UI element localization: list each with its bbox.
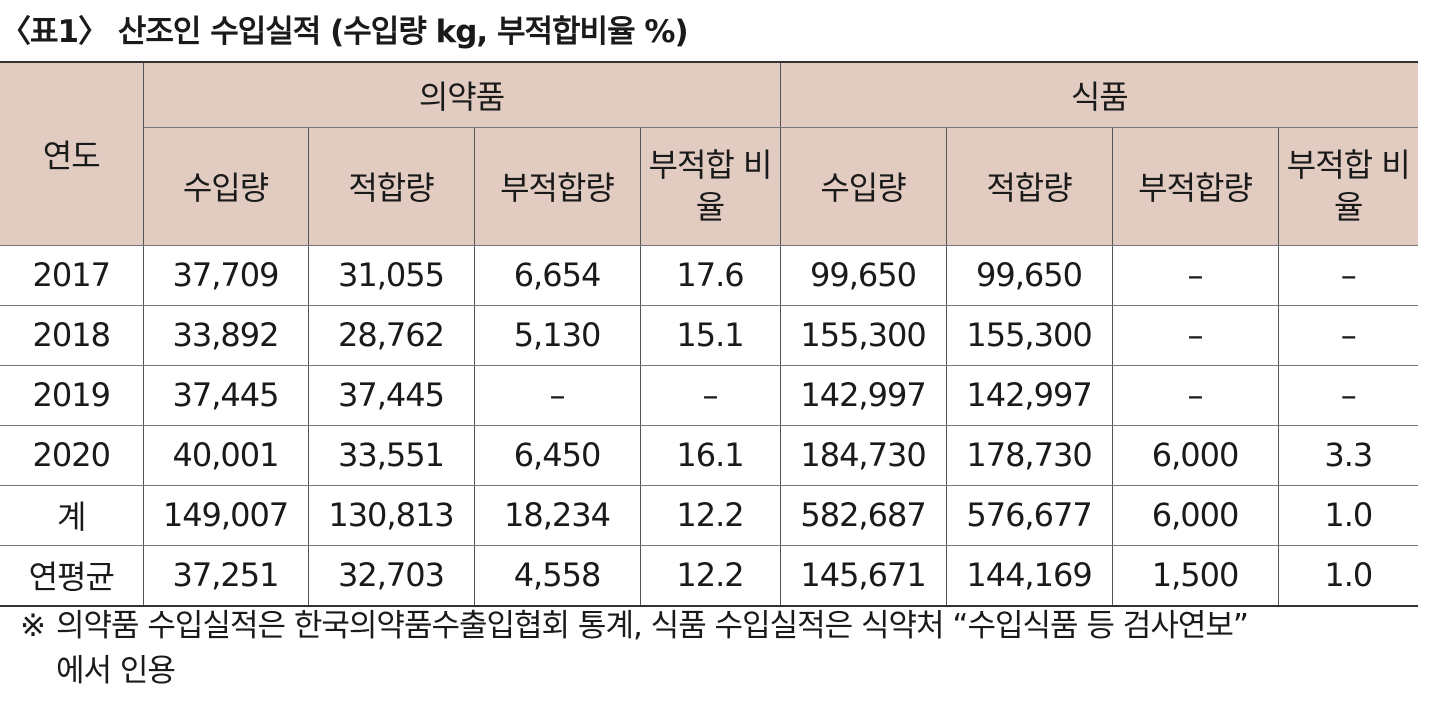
table-cell: 32,703 <box>308 545 475 607</box>
year-cell: 2017 <box>0 245 144 306</box>
header-group-pharma: 의약품 <box>143 61 781 128</box>
year-cell: 2019 <box>0 365 144 426</box>
table-cell: 18,234 <box>474 485 641 546</box>
table-cell: 99,650 <box>780 245 947 306</box>
table-cell: 37,445 <box>308 365 475 426</box>
table-cell: 15.1 <box>640 305 781 366</box>
table-title: 〈표1〉 산조인 수입실적 (수입량 kg, 부적합비율 %) <box>0 14 689 50</box>
table-cell: 12.2 <box>640 545 781 607</box>
header-cell: 수입량 <box>780 127 947 246</box>
table-cell: 5,130 <box>474 305 641 366</box>
table-cell: 33,551 <box>308 425 475 486</box>
table-cell: – <box>1278 305 1419 366</box>
table-cell: 16.1 <box>640 425 781 486</box>
footnote: ※ 의약품 수입실적은 한국의약품수출입협회 통계, 식품 수입실적은 식약처 “… <box>20 604 1420 694</box>
year-cell: 2018 <box>0 305 144 366</box>
table-row-total: 계 149,007 130,813 18,234 12.2 582,687 57… <box>0 485 1419 546</box>
table-cell: 28,762 <box>308 305 475 366</box>
year-cell: 계 <box>0 485 144 546</box>
header-cell: 부적합 비율 <box>640 127 781 246</box>
table-cell: 142,997 <box>946 365 1113 426</box>
table-cell: 3.3 <box>1278 425 1419 486</box>
table-cell: 6,000 <box>1112 485 1279 546</box>
table-cell: 1,500 <box>1112 545 1279 607</box>
table-row: 2018 33,892 28,762 5,130 15.1 155,300 15… <box>0 305 1419 366</box>
table-cell: 6,450 <box>474 425 641 486</box>
header-cell: 수입량 <box>143 127 309 246</box>
table-cell: 582,687 <box>780 485 947 546</box>
year-cell: 연평균 <box>0 545 144 607</box>
header-year: 연도 <box>0 61 144 246</box>
table-cell: 155,300 <box>946 305 1113 366</box>
table-row-average: 연평균 37,251 32,703 4,558 12.2 145,671 144… <box>0 545 1419 607</box>
table-cell: 6,654 <box>474 245 641 306</box>
footnote-line-2: 에서 인용 <box>56 653 176 689</box>
table-cell: 130,813 <box>308 485 475 546</box>
table-cell: 149,007 <box>143 485 309 546</box>
table-cell: 142,997 <box>780 365 947 426</box>
header-cell: 부적합량 <box>1112 127 1279 246</box>
header-cell: 부적합량 <box>474 127 641 246</box>
table-cell: – <box>474 365 641 426</box>
table-cell: 155,300 <box>780 305 947 366</box>
table-cell: 37,445 <box>143 365 309 426</box>
table-cell: 6,000 <box>1112 425 1279 486</box>
table-cell: 184,730 <box>780 425 947 486</box>
table-row: 2017 37,709 31,055 6,654 17.6 99,650 99,… <box>0 245 1419 306</box>
table-cell: – <box>1112 245 1279 306</box>
footnote-line-1: 의약품 수입실적은 한국의약품수출입협회 통계, 식품 수입실적은 식약처 “수… <box>56 608 1249 644</box>
table-cell: 31,055 <box>308 245 475 306</box>
table-cell: – <box>640 365 781 426</box>
table-cell: – <box>1112 305 1279 366</box>
header-cell: 적합량 <box>308 127 475 246</box>
import-table: 연도 의약품 식품 수입량 적합량 부적합량 부적합 비율 수입량 적합량 부적… <box>0 61 1419 607</box>
header-cell: 부적합 비율 <box>1278 127 1419 246</box>
table-cell: 1.0 <box>1278 485 1419 546</box>
reference-mark: ※ <box>20 608 46 644</box>
table-cell: 37,709 <box>143 245 309 306</box>
table-cell: 40,001 <box>143 425 309 486</box>
table-cell: 33,892 <box>143 305 309 366</box>
header-cell: 적합량 <box>946 127 1113 246</box>
table-cell: 144,169 <box>946 545 1113 607</box>
table-cell: 12.2 <box>640 485 781 546</box>
table-cell: 4,558 <box>474 545 641 607</box>
table-cell: – <box>1278 365 1419 426</box>
table-cell: 1.0 <box>1278 545 1419 607</box>
table-cell: 145,671 <box>780 545 947 607</box>
table-cell: 99,650 <box>946 245 1113 306</box>
table-cell: – <box>1112 365 1279 426</box>
table-cell: 576,677 <box>946 485 1113 546</box>
table-cell: 37,251 <box>143 545 309 607</box>
table-cell: 17.6 <box>640 245 781 306</box>
table-row: 2020 40,001 33,551 6,450 16.1 184,730 17… <box>0 425 1419 486</box>
table-row: 2019 37,445 37,445 – – 142,997 142,997 –… <box>0 365 1419 426</box>
table-cell: 178,730 <box>946 425 1113 486</box>
header-group-food: 식품 <box>780 61 1419 128</box>
table-cell: – <box>1278 245 1419 306</box>
year-cell: 2020 <box>0 425 144 486</box>
